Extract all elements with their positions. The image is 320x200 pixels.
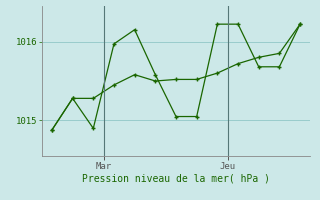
X-axis label: Pression niveau de la mer( hPa ): Pression niveau de la mer( hPa ) <box>82 173 270 183</box>
